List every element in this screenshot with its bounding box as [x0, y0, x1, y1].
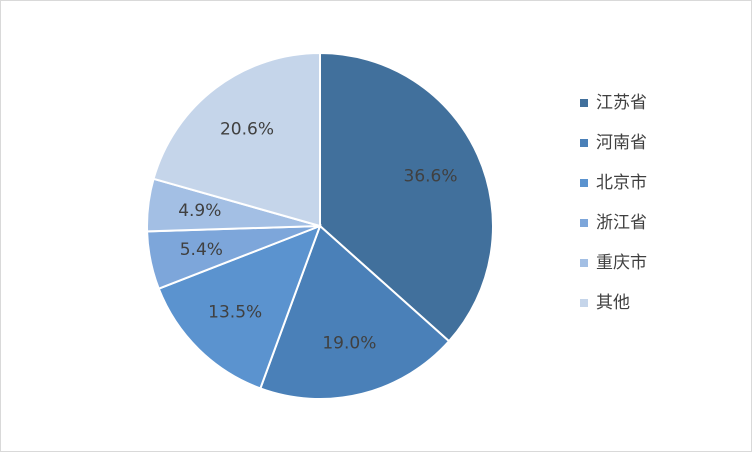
pie-slice [152, 51, 321, 228]
legend-label: 浙江省 [596, 213, 647, 233]
pie-slice [259, 224, 451, 400]
legend-swatch [580, 139, 588, 147]
legend-swatch [580, 179, 588, 187]
data-label: 13.5% [208, 302, 262, 322]
data-label: 5.4% [180, 240, 223, 260]
legend-swatch [580, 219, 588, 227]
legend-label: 河南省 [596, 133, 647, 153]
data-label: 36.6% [404, 167, 458, 187]
legend-label: 其他 [596, 293, 630, 313]
legend-label: 重庆市 [596, 253, 647, 273]
legend-label: 江苏省 [596, 93, 647, 113]
data-label: 4.9% [178, 201, 221, 221]
pie-slice [319, 51, 494, 343]
legend-swatch [580, 259, 588, 267]
data-label: 20.6% [220, 119, 274, 139]
pie-slice [157, 224, 322, 390]
data-label: 19.0% [322, 333, 376, 353]
legend-swatch [580, 299, 588, 307]
legend-swatch [580, 99, 588, 107]
legend-label: 北京市 [596, 173, 647, 193]
